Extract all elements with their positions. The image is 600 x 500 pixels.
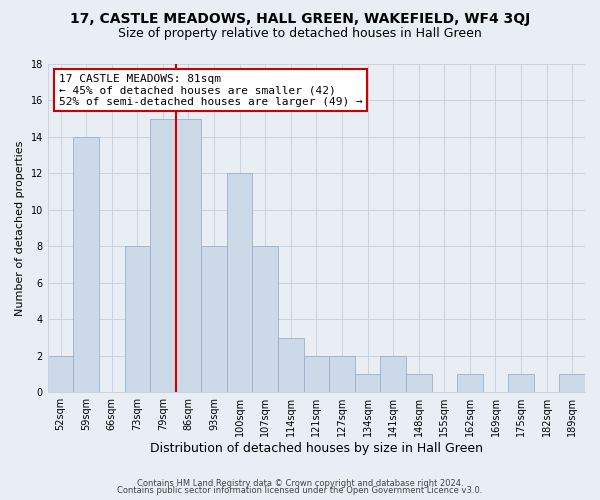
Text: 17, CASTLE MEADOWS, HALL GREEN, WAKEFIELD, WF4 3QJ: 17, CASTLE MEADOWS, HALL GREEN, WAKEFIEL… (70, 12, 530, 26)
Bar (150, 118, 176, 392)
Bar (355, 374, 380, 392)
Bar (329, 356, 355, 392)
Bar (48, 356, 73, 392)
Y-axis label: Number of detached properties: Number of detached properties (15, 140, 25, 316)
Bar (406, 374, 431, 392)
Text: Size of property relative to detached houses in Hall Green: Size of property relative to detached ho… (118, 28, 482, 40)
Bar (380, 356, 406, 392)
Text: Contains public sector information licensed under the Open Government Licence v3: Contains public sector information licen… (118, 486, 482, 495)
Bar (457, 374, 482, 392)
Bar (304, 356, 329, 392)
Bar (253, 246, 278, 392)
X-axis label: Distribution of detached houses by size in Hall Green: Distribution of detached houses by size … (150, 442, 483, 455)
Bar (73, 137, 99, 392)
Bar (508, 374, 534, 392)
Text: 17 CASTLE MEADOWS: 81sqm
← 45% of detached houses are smaller (42)
52% of semi-d: 17 CASTLE MEADOWS: 81sqm ← 45% of detach… (59, 74, 362, 107)
Bar (201, 246, 227, 392)
Bar (176, 118, 201, 392)
Bar (559, 374, 585, 392)
Bar (125, 246, 150, 392)
Bar (227, 174, 253, 392)
Bar (278, 338, 304, 392)
Text: Contains HM Land Registry data © Crown copyright and database right 2024.: Contains HM Land Registry data © Crown c… (137, 478, 463, 488)
